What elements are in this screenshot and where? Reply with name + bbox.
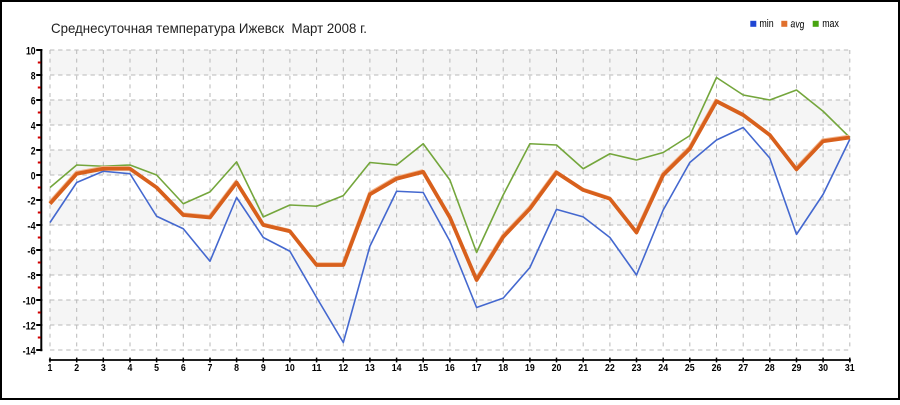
svg-text:-10: -10 [23,296,36,308]
svg-text:7: 7 [208,363,213,374]
svg-text:3: 3 [101,363,106,374]
svg-text:29: 29 [792,363,802,374]
svg-text:Среднесуточная температура Иже: Среднесуточная температура Ижевск Март 2… [51,20,367,36]
svg-text:-14: -14 [23,346,36,358]
svg-text:19: 19 [525,363,535,374]
svg-text:1: 1 [48,363,53,374]
svg-text:25: 25 [685,363,695,374]
svg-text:max: max [822,18,839,30]
svg-text:31: 31 [845,363,855,374]
svg-text:11: 11 [312,363,322,374]
svg-text:5: 5 [154,363,159,374]
svg-text:10: 10 [285,363,295,374]
svg-text:-12: -12 [23,321,36,333]
svg-text:30: 30 [818,363,828,374]
svg-text:min: min [759,18,773,30]
svg-text:20: 20 [552,363,562,374]
svg-text:23: 23 [632,363,642,374]
svg-text:14: 14 [392,363,402,374]
svg-text:12: 12 [338,363,348,374]
svg-text:10: 10 [26,46,36,58]
svg-text:2: 2 [31,146,36,158]
svg-text:2: 2 [74,363,79,374]
svg-text:9: 9 [261,363,266,374]
svg-text:avg: avg [790,18,805,31]
svg-text:6: 6 [181,363,186,374]
svg-text:8: 8 [31,71,36,83]
svg-text:24: 24 [658,363,668,374]
svg-text:28: 28 [765,363,775,374]
svg-text:4: 4 [31,121,36,133]
svg-text:6: 6 [31,96,36,108]
svg-text:26: 26 [712,363,722,374]
svg-text:8: 8 [234,363,239,374]
svg-text:17: 17 [472,363,482,374]
svg-text:22: 22 [605,363,615,374]
svg-text:-6: -6 [27,246,35,258]
svg-text:18: 18 [498,363,508,374]
svg-text:4: 4 [128,363,133,374]
svg-text:-4: -4 [27,221,35,233]
svg-text:16: 16 [445,363,455,374]
svg-text:0: 0 [31,171,36,183]
svg-text:-8: -8 [27,271,35,283]
svg-text:15: 15 [418,363,428,374]
svg-text:13: 13 [365,363,375,374]
svg-text:-2: -2 [27,196,35,208]
svg-text:27: 27 [738,363,748,374]
svg-text:21: 21 [578,363,588,374]
